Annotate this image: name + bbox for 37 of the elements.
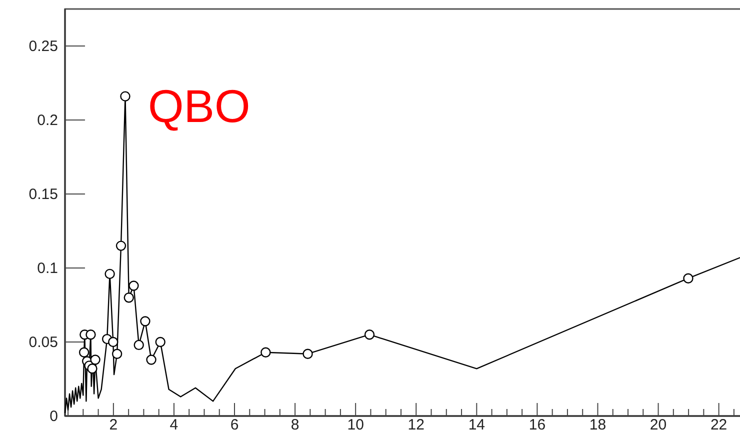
point [104, 268, 115, 280]
y-tick-label: 0.1 [37, 260, 58, 277]
point [260, 347, 271, 358]
x-tick-label: 22 [710, 416, 728, 434]
point [128, 280, 139, 291]
point [78, 347, 90, 358]
point [683, 273, 694, 284]
point [364, 330, 375, 340]
point [302, 348, 313, 359]
annotation: QBO [148, 80, 250, 132]
point [108, 336, 118, 348]
x-tick-label: 14 [468, 416, 486, 434]
point [90, 354, 100, 365]
point [86, 330, 96, 340]
x-tick-label: 6 [230, 416, 239, 434]
point [140, 316, 150, 326]
y-tick-label: 0.25 [28, 38, 58, 55]
point [155, 336, 166, 348]
y-tick-label: 0.05 [28, 334, 58, 351]
y-tick-label: 0.15 [28, 186, 58, 203]
x-tick-label: 16 [528, 416, 546, 434]
point [124, 292, 134, 303]
x-tick-label: 18 [589, 416, 606, 434]
x-tick-label: 8 [290, 416, 300, 434]
point [116, 240, 126, 251]
point [134, 340, 144, 350]
x-tick-label: 4 [170, 416, 178, 434]
x-tick-label: 20 [650, 416, 667, 434]
x-tick-label: 2 [109, 416, 118, 434]
point [120, 91, 130, 102]
point [87, 364, 98, 374]
x-tick-label: 12 [408, 416, 424, 434]
point [146, 354, 156, 365]
point [112, 348, 122, 359]
y-tick-label: 0.2 [37, 112, 58, 129]
x-tick-label: 10 [347, 416, 364, 434]
y-tick-label: 0 [50, 408, 58, 425]
